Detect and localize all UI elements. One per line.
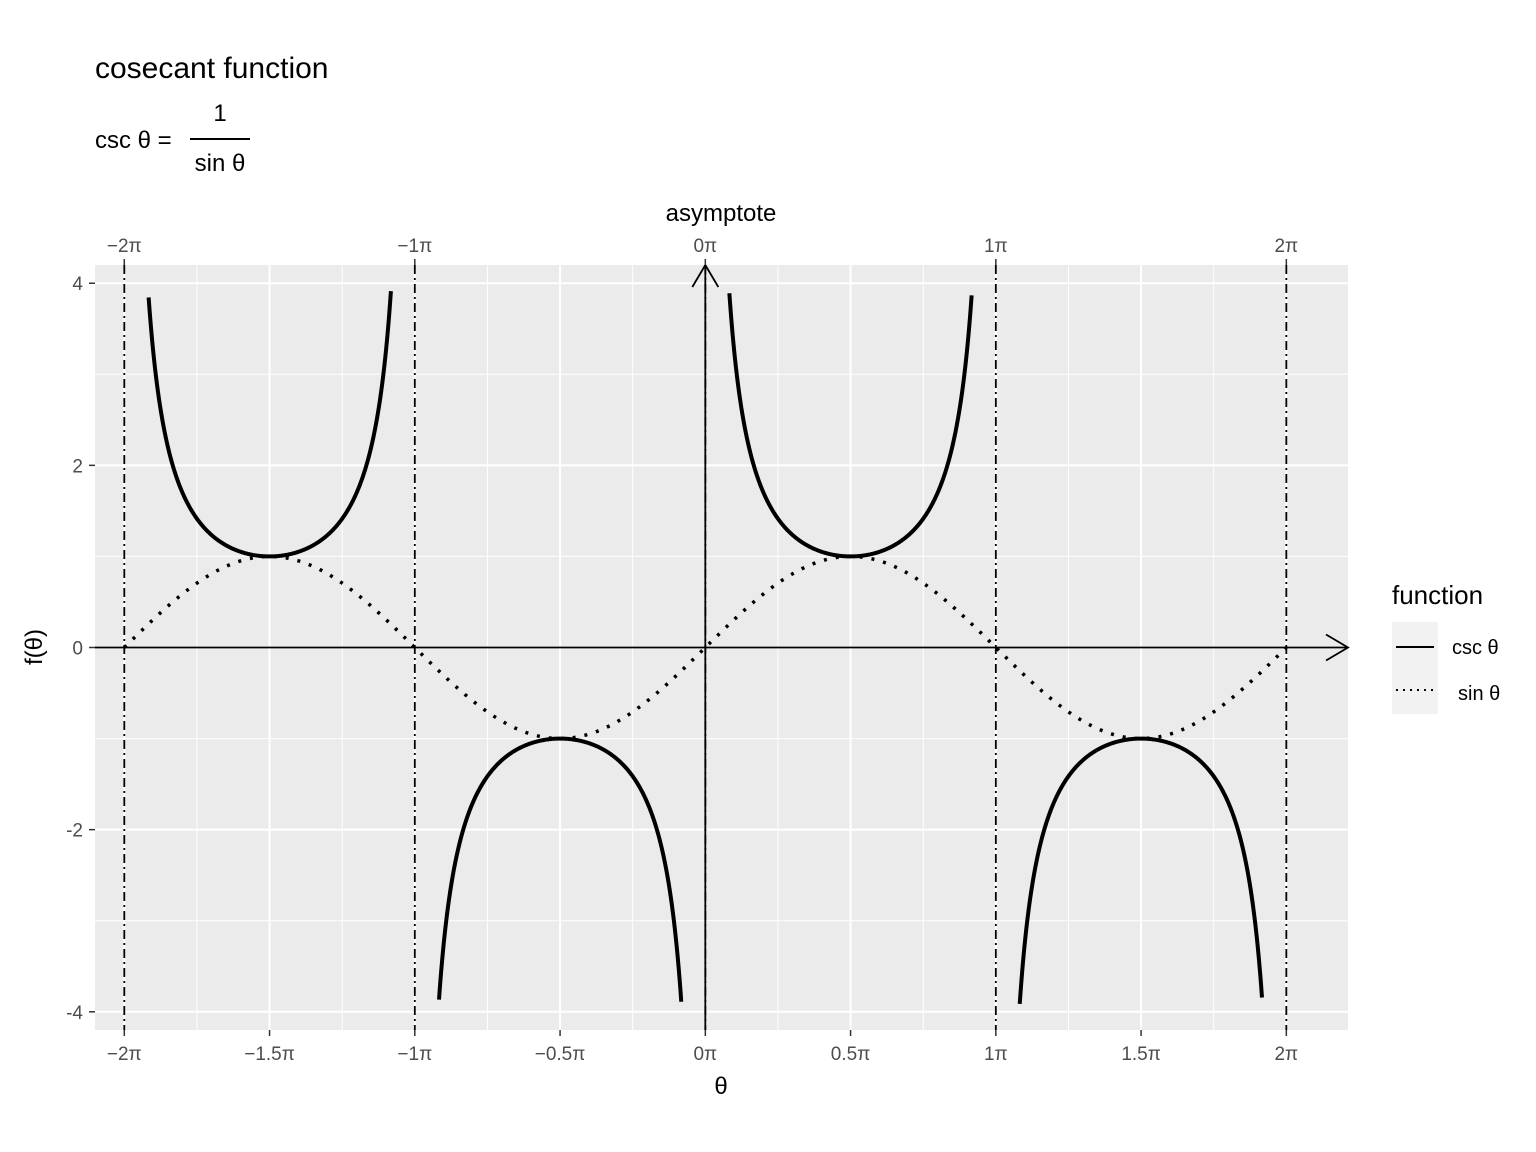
- x-tick-label: −2π: [107, 1044, 142, 1065]
- secondary-x-tick-label: 2π: [1274, 236, 1298, 257]
- secondary-x-axis-title: asymptote: [666, 200, 777, 227]
- chart-title: cosecant function: [95, 52, 328, 85]
- x-tick-label: 0.5π: [831, 1044, 871, 1065]
- formula-numerator: 1: [213, 100, 226, 127]
- x-axis-title: θ: [714, 1073, 727, 1100]
- tick-labels: −2π −1.5π −1π −0.5π 0π 0.5π 1π 1.5π 2π -4 -2 0 2 4 −2π…: [66, 236, 1298, 1065]
- x-tick-label: 0π: [693, 1044, 717, 1065]
- legend-label-csc: csc θ: [1452, 637, 1499, 659]
- y-axis-title: f(θ): [21, 629, 48, 665]
- y-tick-label: 4: [72, 274, 83, 295]
- chart-subtitle-formula: csc θ = 1 sin θ: [95, 100, 250, 177]
- y-tick-label: 0: [72, 639, 83, 660]
- zero-axes: [95, 263, 1350, 1030]
- legend-title: function: [1392, 580, 1483, 610]
- secondary-x-tick-label: −1π: [397, 236, 432, 257]
- secondary-x-tick-label: 0π: [693, 236, 717, 257]
- x-tick-label: 2π: [1274, 1044, 1298, 1065]
- x-tick-label: −0.5π: [535, 1044, 586, 1065]
- legend-label-sin: sin θ: [1458, 683, 1500, 705]
- csc-series-line: [1017, 736, 1264, 1005]
- x-axis-arrowhead: [1325, 633, 1350, 662]
- secondary-x-tick-label: −2π: [107, 236, 142, 257]
- csc-series-line: [146, 290, 393, 559]
- legend: function csc θ sin θ: [1392, 580, 1500, 714]
- y-tick-label: -2: [66, 821, 83, 842]
- y-tick-label: 2: [72, 456, 83, 477]
- secondary-x-tick-label: 1π: [984, 236, 1008, 257]
- y-tick-label: -4: [66, 1003, 83, 1024]
- series-lines: [123, 290, 1288, 1005]
- x-tick-label: 1.5π: [1121, 1044, 1161, 1065]
- formula-lhs: csc θ =: [95, 127, 172, 154]
- formula-denominator: sin θ: [195, 150, 246, 177]
- x-tick-label: −1π: [397, 1044, 432, 1065]
- x-tick-label: 1π: [984, 1044, 1008, 1065]
- csc-series-line: [437, 736, 684, 1002]
- x-tick-label: −1.5π: [244, 1044, 295, 1065]
- legend-key-background: [1392, 622, 1438, 714]
